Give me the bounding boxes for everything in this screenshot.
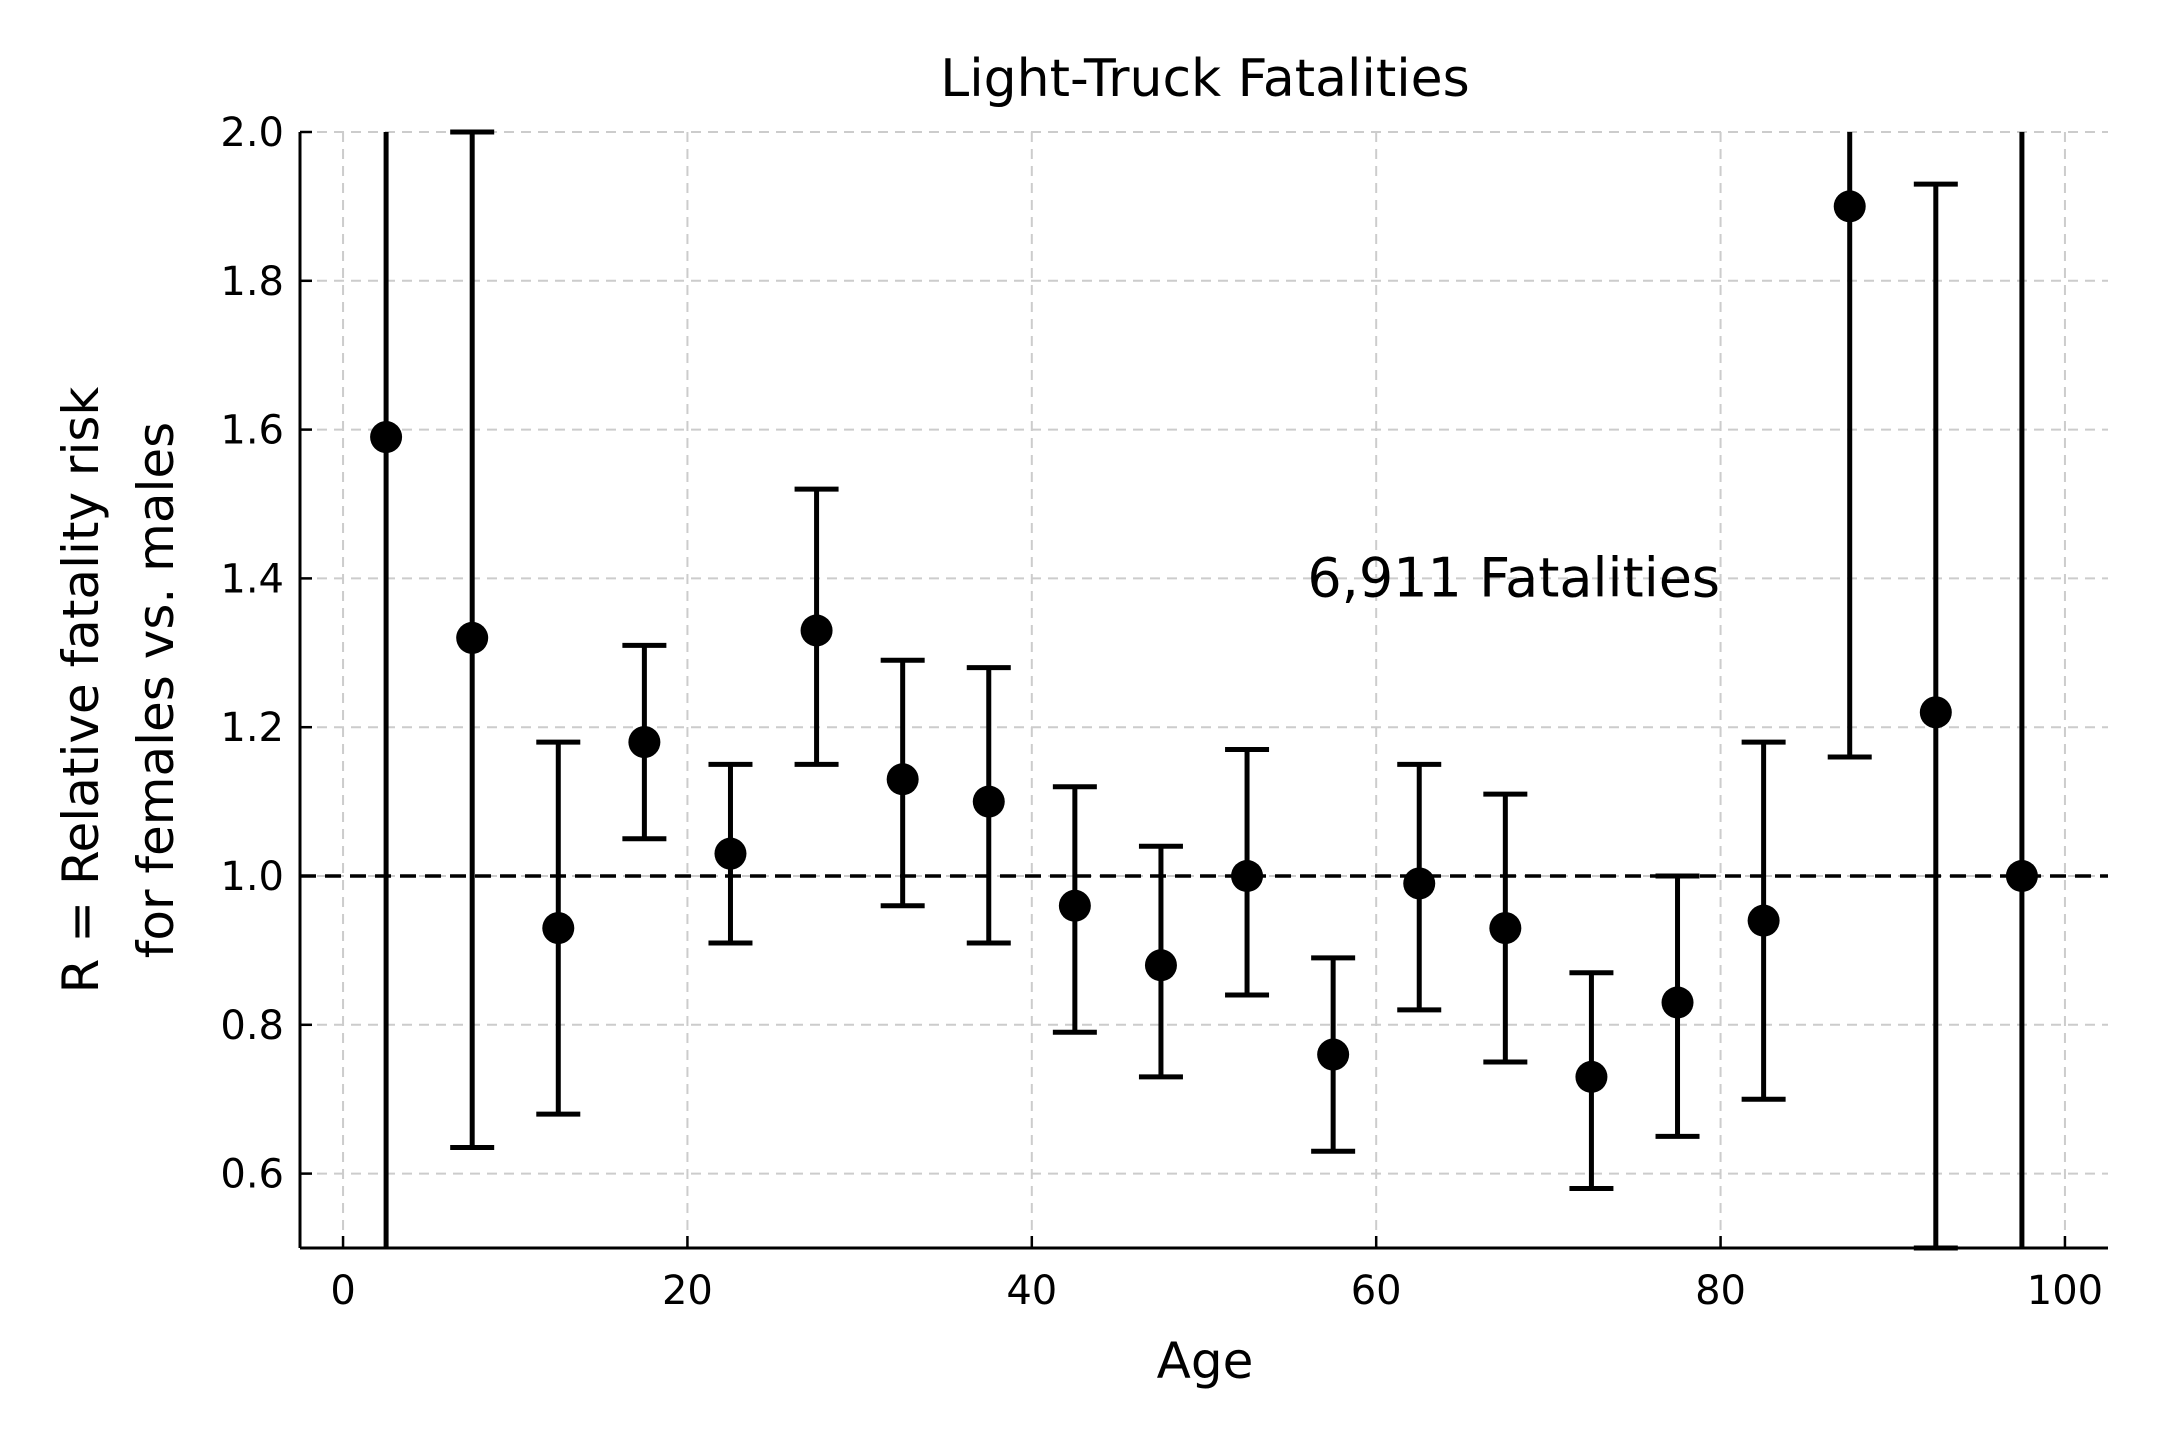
x-axis-title: Age (1157, 1332, 1254, 1390)
data-point-17 (1833, 190, 1866, 223)
data-point-1 (456, 621, 489, 654)
x-tick-label-80: 80 (1695, 1268, 1746, 1314)
y-tick-label-0.6: 0.6 (220, 1152, 284, 1198)
x-tick-label-100: 100 (2027, 1268, 2103, 1314)
annotation-fatalities-count: 6,911 Fatalities (1307, 546, 1720, 609)
y-tick-label-0.8: 0.8 (220, 1003, 284, 1049)
y-tick-label-1.4: 1.4 (220, 556, 284, 602)
data-point-13 (1489, 912, 1522, 945)
data-point-4 (714, 837, 747, 870)
data-point-14 (1575, 1060, 1608, 1093)
y-axis-title-line-2: for females vs. males (127, 422, 185, 958)
x-tick-label-20: 20 (662, 1268, 713, 1314)
data-point-6 (886, 763, 919, 796)
data-point-16 (1747, 904, 1780, 937)
data-point-9 (1144, 949, 1177, 982)
data-point-19 (2005, 860, 2038, 892)
data-points (370, 190, 2038, 1093)
y-axis-title-line-1: R = Relative fatality risk (52, 387, 110, 994)
y-axis-title: R = Relative fatality risk for females v… (52, 387, 185, 994)
y-tick-label-2.0: 2.0 (220, 110, 284, 156)
y-tick-label-1.2: 1.2 (220, 705, 284, 751)
data-point-11 (1317, 1038, 1350, 1071)
data-point-7 (972, 785, 1005, 818)
grid (300, 131, 2108, 1248)
data-point-15 (1661, 986, 1694, 1019)
tick-labels: 0 20 40 60 80 100 0.6 0.8 1.0 1.2 1.4 1.6 1.8 2.0 (220, 110, 2103, 1314)
y-tick-label-1.6: 1.6 (220, 408, 284, 454)
y-tick-label-1.8: 1.8 (220, 259, 284, 305)
data-point-18 (1919, 696, 1952, 729)
error-bars (383, 129, 2025, 1251)
data-point-12 (1403, 867, 1436, 900)
data-point-8 (1058, 889, 1091, 922)
data-point-5 (800, 614, 833, 647)
x-tick-label-0: 0 (330, 1268, 355, 1314)
data-point-2 (542, 912, 575, 945)
data-point-10 (1231, 860, 1264, 892)
y-tick-label-1.0: 1.0 (220, 854, 284, 900)
data-point-3 (628, 726, 661, 759)
chart-title: Light-Truck Fatalities (940, 49, 1470, 109)
x-tick-label-60: 60 (1351, 1268, 1402, 1314)
data-point-0 (370, 421, 403, 454)
x-tick-label-40: 40 (1006, 1268, 1057, 1314)
axes (298, 130, 2108, 1250)
